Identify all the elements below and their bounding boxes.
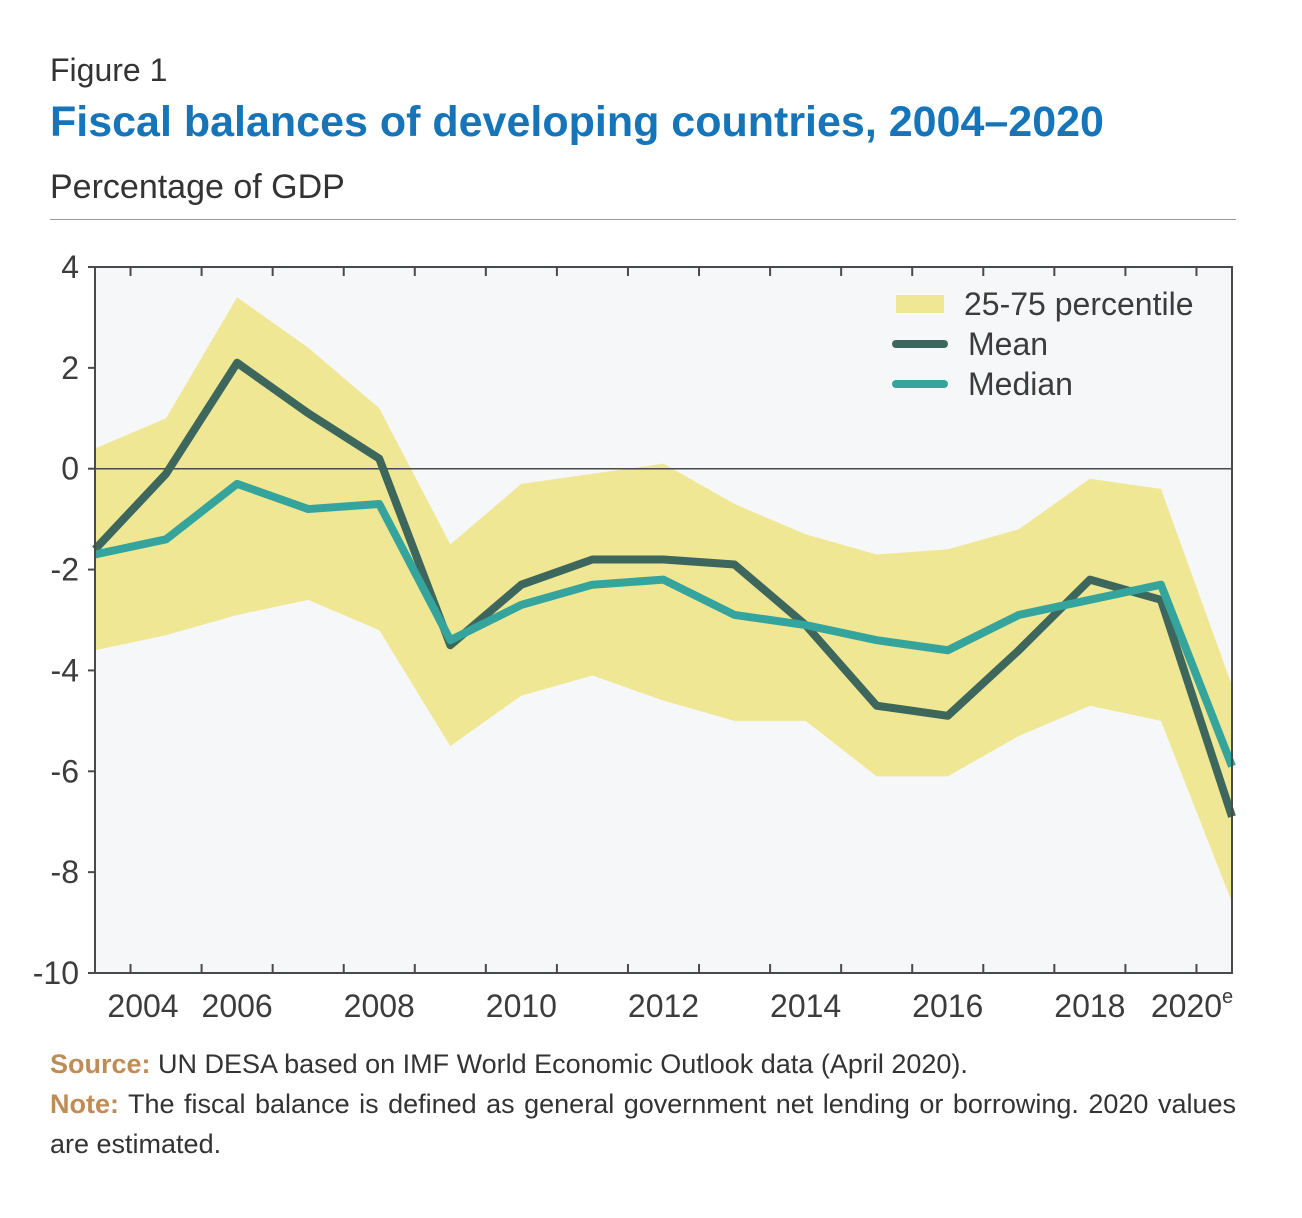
x-tick-label: 2014 bbox=[770, 988, 841, 1024]
legend: 25-75 percentile Mean Median bbox=[892, 286, 1193, 402]
y-tick-label: -10 bbox=[33, 955, 79, 991]
x-tick-label: 2010 bbox=[486, 988, 557, 1024]
y-tick-label: 0 bbox=[61, 451, 79, 487]
y-tick-label: 2 bbox=[61, 350, 79, 386]
notes: Source: UN DESA based on IMF World Econo… bbox=[50, 1044, 1236, 1164]
plot-frame bbox=[94, 266, 1233, 974]
title-divider bbox=[50, 219, 1236, 220]
x-axis: 2004 2006 2008 2010 2012 2014 2016 2018 2020e bbox=[107, 267, 1233, 1024]
series-line-median bbox=[94, 479, 1236, 768]
x-tick-label: 2012 bbox=[628, 988, 699, 1024]
series-line-mean bbox=[92, 358, 1236, 818]
x-tick-label: 2008 bbox=[344, 988, 415, 1024]
y-tick-label: -6 bbox=[51, 753, 79, 789]
y-tick-label: -4 bbox=[51, 652, 79, 688]
source-line: Source: UN DESA based on IMF World Econo… bbox=[50, 1044, 1236, 1084]
legend-swatch-band bbox=[896, 295, 944, 313]
x-tick-label: 2020e bbox=[1151, 986, 1233, 1024]
chart-title: Fiscal balances of developing countries,… bbox=[50, 98, 1104, 146]
note-text: The fiscal balance is defined as general… bbox=[50, 1089, 1236, 1159]
figure-label: Figure 1 bbox=[50, 52, 168, 88]
y-axis: 4 2 0 -2 -4 -6 -8 -10 bbox=[33, 249, 95, 991]
x-tick-label: 2018 bbox=[1054, 988, 1125, 1024]
x-tick-superscript: e bbox=[1222, 986, 1233, 1008]
y-tick-label: -8 bbox=[51, 854, 79, 890]
source-text: UN DESA based on IMF World Economic Outl… bbox=[150, 1049, 968, 1079]
fiscal-balance-chart: 420-2-4-6-8-10 2004 2006 2008 2010 2012 2014 2… bbox=[33, 249, 1236, 1024]
percentile-band-layer bbox=[95, 297, 1232, 903]
series-layer bbox=[92, 358, 1236, 818]
source-label: Source: bbox=[50, 1049, 151, 1079]
legend-label: Median bbox=[968, 366, 1073, 402]
chart-subtitle: Percentage of GDP bbox=[50, 168, 345, 206]
note-label: Note: bbox=[50, 1089, 119, 1119]
legend-label: 25-75 percentile bbox=[964, 286, 1193, 322]
y-tick-label: 4 bbox=[61, 249, 79, 285]
legend-label: Mean bbox=[968, 326, 1048, 362]
y-tick-label: -2 bbox=[51, 552, 79, 588]
note-line: Note: The fiscal balance is defined as g… bbox=[50, 1084, 1236, 1164]
x-tick-label: 2004 bbox=[107, 988, 178, 1024]
x-tick-label: 2016 bbox=[912, 988, 983, 1024]
x-tick-label: 2006 bbox=[202, 988, 273, 1024]
percentile-band bbox=[95, 297, 1232, 903]
